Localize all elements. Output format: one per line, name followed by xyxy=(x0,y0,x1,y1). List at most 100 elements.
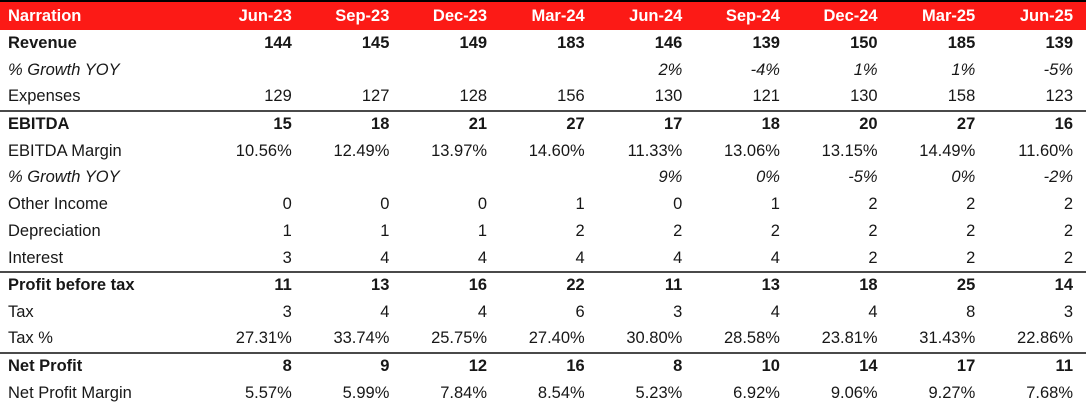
cell-value: 3 xyxy=(1063,302,1073,321)
cell-value: 5.99% xyxy=(342,383,390,402)
cell-value: 3 xyxy=(282,302,292,321)
table-row: EBITDA 15 18 21 27 17 18 20 27 16 xyxy=(0,109,1086,138)
row-label: Expenses xyxy=(8,87,81,106)
cell-value: 16 xyxy=(988,109,1086,138)
cell-value: 0 xyxy=(477,195,488,214)
cell-value: 27.40% xyxy=(528,329,585,348)
cell-value: -5% xyxy=(848,168,878,187)
cell-value: 6 xyxy=(575,302,585,321)
row-label: Other Income xyxy=(8,195,108,214)
cell-value: 4 xyxy=(868,302,878,321)
cell-value: 4 xyxy=(477,302,488,321)
cell-value: 13.15% xyxy=(821,141,878,160)
cell-value: 5.57% xyxy=(244,383,292,402)
cell-value: 6.92% xyxy=(733,383,780,402)
cell-value: 1 xyxy=(282,222,292,241)
cell-value: 1 xyxy=(770,195,780,214)
cell-value: 11 xyxy=(597,271,696,299)
cell-value xyxy=(207,164,305,191)
cell-value: 14 xyxy=(792,351,891,380)
cell-value: 1% xyxy=(853,60,878,79)
column-header-period: Sep-23 xyxy=(304,0,403,30)
cell-value: 4 xyxy=(770,248,780,267)
cell-value: 4 xyxy=(380,302,390,321)
table-body: Revenue 144 145 149 183 146 139 150 185 139 % Grow… xyxy=(0,30,1086,406)
cell-value: 2 xyxy=(673,222,683,241)
cell-value: 14 xyxy=(988,271,1086,299)
cell-value: 8 xyxy=(966,302,976,321)
cell-value: 8.54% xyxy=(537,383,585,402)
cell-value: 9% xyxy=(658,168,683,187)
table-row: Other Income 0 0 0 1 0 1 2 2 2 xyxy=(0,191,1086,218)
cell-value xyxy=(402,57,500,84)
cell-value: 4 xyxy=(380,248,390,267)
cell-value: -5% xyxy=(1043,60,1073,79)
table-row: % Growth YOY 2% -4% 1% 1% -5% xyxy=(0,57,1086,84)
cell-value: 30.80% xyxy=(626,329,683,348)
cell-value: 8 xyxy=(207,351,305,380)
cell-value: -4% xyxy=(750,60,780,79)
cell-value: 15 xyxy=(207,109,305,138)
row-label: Depreciation xyxy=(8,222,101,241)
column-header-period: Dec-23 xyxy=(402,0,501,30)
cell-value: 4 xyxy=(770,302,780,321)
cell-value: 31.43% xyxy=(919,329,976,348)
table-row: % Growth YOY 9% 0% -5% 0% -2% xyxy=(0,164,1086,191)
cell-value: 14.60% xyxy=(528,141,585,160)
cell-value: 13.06% xyxy=(724,141,780,160)
cell-value xyxy=(207,57,305,84)
cell-value: 139 xyxy=(1045,33,1073,52)
row-label: Tax % xyxy=(8,329,53,348)
column-header-period: Jun-24 xyxy=(597,0,696,30)
cell-value: 21 xyxy=(402,109,501,138)
cell-value: 139 xyxy=(752,33,780,52)
cell-value: 130 xyxy=(654,87,683,106)
table-header-row: Narration Jun-23 Sep-23 Dec-23 Mar-24 Jun-24 S… xyxy=(0,0,1086,30)
cell-value: 9.06% xyxy=(830,383,878,402)
row-label: Profit before tax xyxy=(0,271,208,299)
cell-value: 2 xyxy=(868,248,878,267)
cell-value: 121 xyxy=(752,87,780,106)
table-row: Revenue 144 145 149 183 146 139 150 185 139 xyxy=(0,30,1086,57)
cell-value: 11.33% xyxy=(627,141,683,160)
cell-value: 2 xyxy=(966,195,976,214)
cell-value: -2% xyxy=(1043,168,1073,187)
cell-value xyxy=(305,164,403,191)
cell-value: 4 xyxy=(575,248,585,267)
cell-value: 0 xyxy=(380,195,390,214)
row-label: Net Profit xyxy=(0,351,208,380)
table-row: Depreciation 1 1 1 2 2 2 2 2 2 xyxy=(0,218,1086,245)
column-header-period: Jun-25 xyxy=(988,0,1086,30)
cell-value: 183 xyxy=(557,33,585,52)
cell-value: 156 xyxy=(557,87,585,106)
cell-value: 0 xyxy=(673,195,683,214)
cell-value: 33.74% xyxy=(333,329,390,348)
row-label: % Growth YOY xyxy=(8,168,120,187)
cell-value: 145 xyxy=(361,33,390,52)
cell-value: 0% xyxy=(756,168,780,187)
cell-value: 1% xyxy=(951,60,976,79)
cell-value: 2 xyxy=(1063,222,1073,241)
cell-value: 13.97% xyxy=(431,141,488,160)
cell-value: 22.86% xyxy=(1017,329,1073,348)
column-header-period: Jun-23 xyxy=(207,0,305,30)
table-head: Narration Jun-23 Sep-23 Dec-23 Mar-24 Jun-24 S… xyxy=(0,0,1086,30)
cell-value: 16 xyxy=(500,351,598,380)
cell-value: 25.75% xyxy=(431,329,488,348)
cell-value: 9.27% xyxy=(928,383,976,402)
cell-value: 158 xyxy=(947,87,976,106)
cell-value: 123 xyxy=(1045,87,1073,106)
table-row: Tax 3 4 4 6 3 4 4 8 3 xyxy=(0,299,1086,326)
cell-value: 14.49% xyxy=(919,141,976,160)
cell-value: 13 xyxy=(695,271,793,299)
cell-value: 27.31% xyxy=(235,329,292,348)
column-header-narration: Narration xyxy=(0,0,208,30)
table-row: Net Profit Margin 5.57% 5.99% 7.84% 8.54% 5.2… xyxy=(0,380,1086,406)
cell-value: 9 xyxy=(304,351,403,380)
column-header-period: Mar-24 xyxy=(500,0,598,30)
row-label: Tax xyxy=(8,302,34,321)
cell-value xyxy=(500,57,598,84)
cell-value: 2% xyxy=(658,60,683,79)
cell-value: 18 xyxy=(695,109,793,138)
